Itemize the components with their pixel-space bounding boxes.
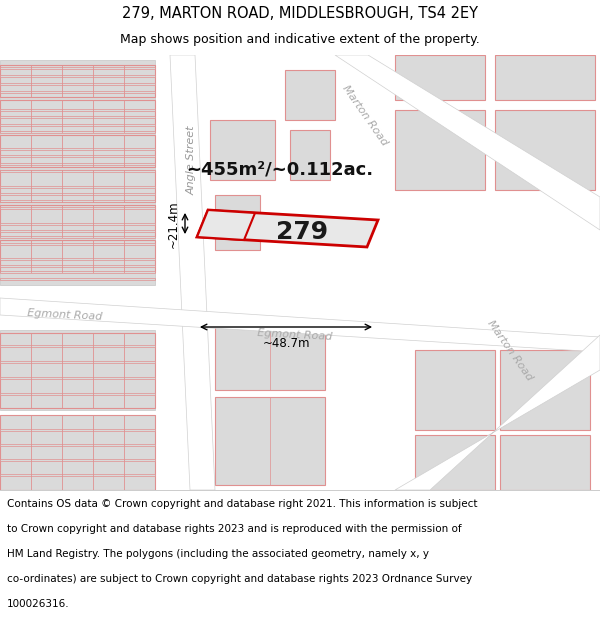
Polygon shape: [210, 120, 275, 180]
Bar: [0, 253, 155, 285]
Bar: [0, 207, 155, 209]
Bar: [0, 142, 155, 178]
Text: Marton Road: Marton Road: [485, 318, 535, 382]
Bar: [0, 135, 155, 167]
Bar: [500, 350, 590, 430]
Text: Map shows position and indicative extent of the property.: Map shows position and indicative extent…: [120, 33, 480, 46]
Bar: [0, 156, 155, 158]
Bar: [215, 325, 325, 390]
Bar: [0, 330, 155, 410]
Bar: [0, 116, 155, 118]
Bar: [0, 65, 155, 97]
Text: 279, MARTON ROAD, MIDDLESBROUGH, TS4 2EY: 279, MARTON ROAD, MIDDLESBROUGH, TS4 2EY: [122, 6, 478, 21]
Bar: [0, 258, 155, 261]
Polygon shape: [197, 210, 255, 240]
Bar: [415, 435, 495, 490]
Text: 279: 279: [276, 220, 328, 244]
Text: 100026316.: 100026316.: [7, 599, 70, 609]
Bar: [0, 124, 155, 126]
Text: Marton Road: Marton Road: [340, 83, 389, 147]
Bar: [0, 415, 155, 490]
Bar: [0, 83, 155, 85]
Bar: [0, 180, 155, 215]
Bar: [500, 435, 590, 490]
Bar: [0, 67, 155, 69]
Text: Egmont Road: Egmont Road: [27, 308, 103, 322]
Bar: [0, 109, 155, 111]
Polygon shape: [215, 195, 260, 250]
Bar: [0, 278, 155, 279]
Bar: [495, 55, 595, 100]
Text: HM Land Registry. The polygons (including the associated geometry, namely x, y: HM Land Registry. The polygons (includin…: [7, 549, 429, 559]
Text: to Crown copyright and database rights 2023 and is reproduced with the permissio: to Crown copyright and database rights 2…: [7, 524, 462, 534]
Polygon shape: [0, 298, 600, 352]
Polygon shape: [170, 55, 215, 490]
Bar: [0, 148, 155, 150]
Bar: [0, 223, 155, 226]
Bar: [0, 186, 155, 188]
Bar: [415, 350, 495, 430]
Bar: [0, 429, 155, 431]
Bar: [0, 162, 155, 164]
Bar: [0, 415, 155, 490]
Bar: [0, 170, 155, 172]
Text: co-ordinates) are subject to Crown copyright and database rights 2023 Ordnance S: co-ordinates) are subject to Crown copyr…: [7, 574, 472, 584]
Bar: [0, 193, 155, 195]
Polygon shape: [285, 70, 335, 120]
Bar: [495, 110, 595, 190]
Bar: [0, 75, 155, 77]
Polygon shape: [290, 130, 330, 180]
Bar: [0, 474, 155, 476]
Bar: [0, 205, 155, 237]
Bar: [0, 459, 155, 461]
Polygon shape: [170, 55, 215, 490]
Bar: [0, 200, 155, 202]
Polygon shape: [0, 298, 600, 352]
Bar: [0, 242, 155, 244]
Text: ~455m²/~0.112ac.: ~455m²/~0.112ac.: [187, 161, 374, 179]
Bar: [0, 240, 155, 272]
Polygon shape: [335, 55, 600, 230]
Text: Angle Street: Angle Street: [187, 125, 197, 195]
Bar: [0, 271, 155, 273]
Bar: [395, 55, 485, 100]
Bar: [0, 236, 155, 238]
Polygon shape: [197, 210, 378, 247]
Polygon shape: [395, 335, 600, 490]
Bar: [0, 345, 155, 347]
Polygon shape: [395, 335, 600, 490]
Polygon shape: [335, 55, 600, 230]
Bar: [0, 230, 155, 232]
Bar: [0, 333, 155, 408]
Bar: [0, 218, 155, 250]
Bar: [0, 170, 155, 202]
Bar: [215, 397, 325, 485]
Bar: [0, 60, 155, 100]
Bar: [0, 361, 155, 363]
Bar: [0, 100, 155, 132]
Text: ~21.4m: ~21.4m: [167, 200, 180, 248]
Bar: [0, 444, 155, 446]
Text: ~48.7m: ~48.7m: [262, 337, 310, 350]
Bar: [395, 110, 485, 190]
Bar: [0, 102, 155, 140]
Bar: [0, 91, 155, 93]
Bar: [0, 377, 155, 379]
Bar: [0, 265, 155, 267]
Bar: [0, 131, 155, 133]
Bar: [0, 393, 155, 395]
Text: Contains OS data © Crown copyright and database right 2021. This information is : Contains OS data © Crown copyright and d…: [7, 499, 478, 509]
Text: Egmont Road: Egmont Road: [257, 328, 333, 342]
